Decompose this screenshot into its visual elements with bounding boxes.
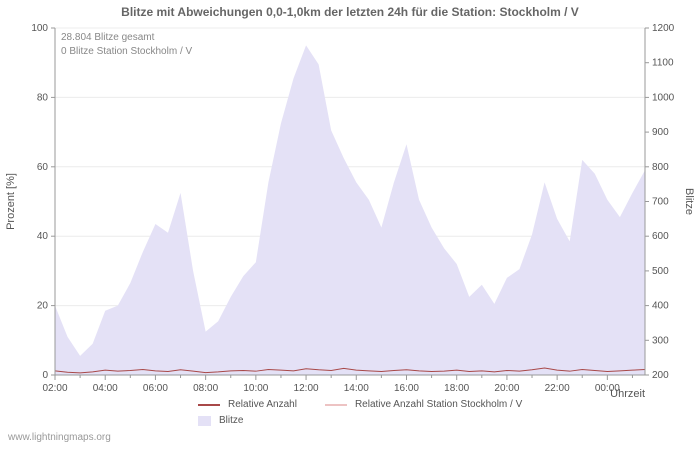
- legend-row-lines: Relative Anzahl Relative Anzahl Station …: [198, 399, 522, 410]
- svg-text:100: 100: [31, 23, 48, 34]
- svg-text:14:00: 14:00: [344, 383, 369, 394]
- legend: Relative Anzahl Relative Anzahl Station …: [198, 399, 522, 431]
- svg-text:1100: 1100: [652, 58, 674, 69]
- legend-swatch-blitze: [198, 415, 211, 426]
- legend-item-relative-anzahl: Relative Anzahl: [198, 399, 297, 410]
- svg-text:400: 400: [652, 301, 669, 312]
- svg-text:600: 600: [652, 231, 669, 242]
- legend-row-area: Blitze: [198, 415, 522, 426]
- svg-text:06:00: 06:00: [143, 383, 168, 394]
- svg-text:02:00: 02:00: [42, 383, 67, 394]
- legend-swatch-relative-anzahl-station: [324, 403, 347, 406]
- svg-text:60: 60: [37, 162, 49, 173]
- svg-text:20:00: 20:00: [494, 383, 519, 394]
- watermark: www.lightningmaps.org: [8, 432, 111, 443]
- svg-text:900: 900: [652, 127, 669, 138]
- svg-text:22:00: 22:00: [545, 383, 570, 394]
- svg-text:200: 200: [652, 370, 669, 381]
- svg-text:40: 40: [37, 231, 49, 242]
- svg-text:Blitze: Blitze: [683, 188, 695, 215]
- svg-text:28.804 Blitze gesamt: 28.804 Blitze gesamt: [61, 32, 155, 43]
- legend-item-blitze: Blitze: [198, 415, 243, 426]
- svg-text:1000: 1000: [652, 92, 675, 103]
- svg-text:300: 300: [652, 335, 669, 346]
- svg-text:Uhrzeit: Uhrzeit: [610, 388, 645, 400]
- legend-label-relative-anzahl: Relative Anzahl: [228, 399, 297, 410]
- legend-swatch-relative-anzahl: [198, 403, 220, 406]
- chart-title: Blitze mit Abweichungen 0,0-1,0km der le…: [121, 5, 579, 19]
- svg-text:12:00: 12:00: [294, 383, 319, 394]
- svg-text:1200: 1200: [652, 23, 675, 34]
- legend-label-relative-anzahl-station: Relative Anzahl Station Stockholm / V: [354, 399, 523, 410]
- svg-text:20: 20: [37, 301, 49, 312]
- svg-text:10:00: 10:00: [243, 383, 268, 394]
- svg-text:800: 800: [652, 162, 669, 173]
- svg-text:80: 80: [37, 92, 49, 103]
- svg-text:700: 700: [652, 197, 669, 208]
- legend-label-blitze: Blitze: [219, 415, 244, 426]
- svg-text:0 Blitze Station Stockholm / V: 0 Blitze Station Stockholm / V: [61, 46, 193, 57]
- svg-text:08:00: 08:00: [193, 383, 218, 394]
- svg-text:Prozent [%]: Prozent [%]: [5, 173, 17, 230]
- svg-text:18:00: 18:00: [444, 383, 469, 394]
- svg-text:00:00: 00:00: [595, 383, 620, 394]
- svg-text:0: 0: [42, 370, 48, 381]
- svg-text:500: 500: [652, 266, 669, 277]
- legend-item-relative-anzahl-station: Relative Anzahl Station Stockholm / V: [324, 399, 523, 410]
- svg-text:04:00: 04:00: [93, 383, 118, 394]
- svg-text:16:00: 16:00: [394, 383, 419, 394]
